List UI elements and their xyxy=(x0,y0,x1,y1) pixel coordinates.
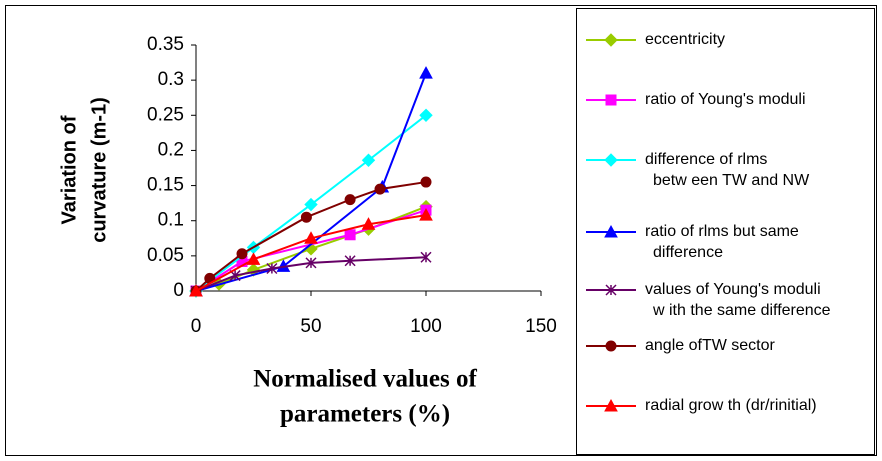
y-tick-label: 0.15 xyxy=(147,175,184,196)
y-tick-label: 0.05 xyxy=(147,245,184,266)
marker xyxy=(304,197,318,212)
marker xyxy=(344,194,356,206)
marker xyxy=(304,231,318,244)
legend-label: angle ofTW sector xyxy=(645,337,776,354)
marker xyxy=(300,211,312,223)
x-tick-label: 50 xyxy=(300,316,321,337)
legend-label: ratio of rlms but same difference xyxy=(645,223,799,261)
legend-label: ratio of Young's moduli xyxy=(645,91,806,108)
y-tick-label: 0.35 xyxy=(147,34,184,55)
y-tick-label: 0.1 xyxy=(158,210,184,231)
x-tick-label: 150 xyxy=(525,316,557,337)
marker xyxy=(246,252,261,265)
marker xyxy=(266,262,278,275)
series-line xyxy=(195,256,427,292)
marker xyxy=(419,66,433,79)
marker xyxy=(344,255,356,267)
marker xyxy=(361,217,376,230)
y-axis-title: Variation of xyxy=(58,115,80,224)
marker xyxy=(374,183,386,195)
series-line xyxy=(195,72,427,292)
marker xyxy=(236,248,248,260)
legend-label: radial grow th (dr/rinitial) xyxy=(645,397,817,414)
y-tick-label: 0 xyxy=(173,280,184,301)
marker xyxy=(420,176,432,188)
legend-label: values of Young's moduli w ith the same d… xyxy=(645,281,831,319)
y-axis-title: curvature (m-1) xyxy=(88,97,110,243)
marker xyxy=(189,283,203,297)
legend-marker xyxy=(604,224,618,238)
x-tick-label: 100 xyxy=(410,316,442,337)
y-tick-label: 0.3 xyxy=(158,69,184,90)
x-axis-title: Normalised values of xyxy=(253,366,477,393)
y-tick-label: 0.2 xyxy=(158,139,184,160)
x-axis-title: parameters (%) xyxy=(280,401,450,428)
legend-marker xyxy=(605,284,617,296)
marker xyxy=(419,208,433,221)
legend-marker xyxy=(604,33,618,47)
legend-marker xyxy=(604,153,618,167)
marker xyxy=(344,229,356,241)
series-line xyxy=(195,209,427,292)
legend-marker xyxy=(605,94,617,106)
marker xyxy=(305,257,317,269)
marker xyxy=(419,108,433,122)
y-tick-label: 0.25 xyxy=(147,104,184,125)
x-tick-label: 0 xyxy=(191,316,202,337)
marker xyxy=(361,153,376,167)
legend-marker xyxy=(605,340,617,352)
legend-label: difference of rlms betw een TW and NW xyxy=(645,151,810,189)
marker xyxy=(420,251,432,263)
legend-marker xyxy=(604,398,618,412)
legend-label: eccentricity xyxy=(645,31,725,48)
